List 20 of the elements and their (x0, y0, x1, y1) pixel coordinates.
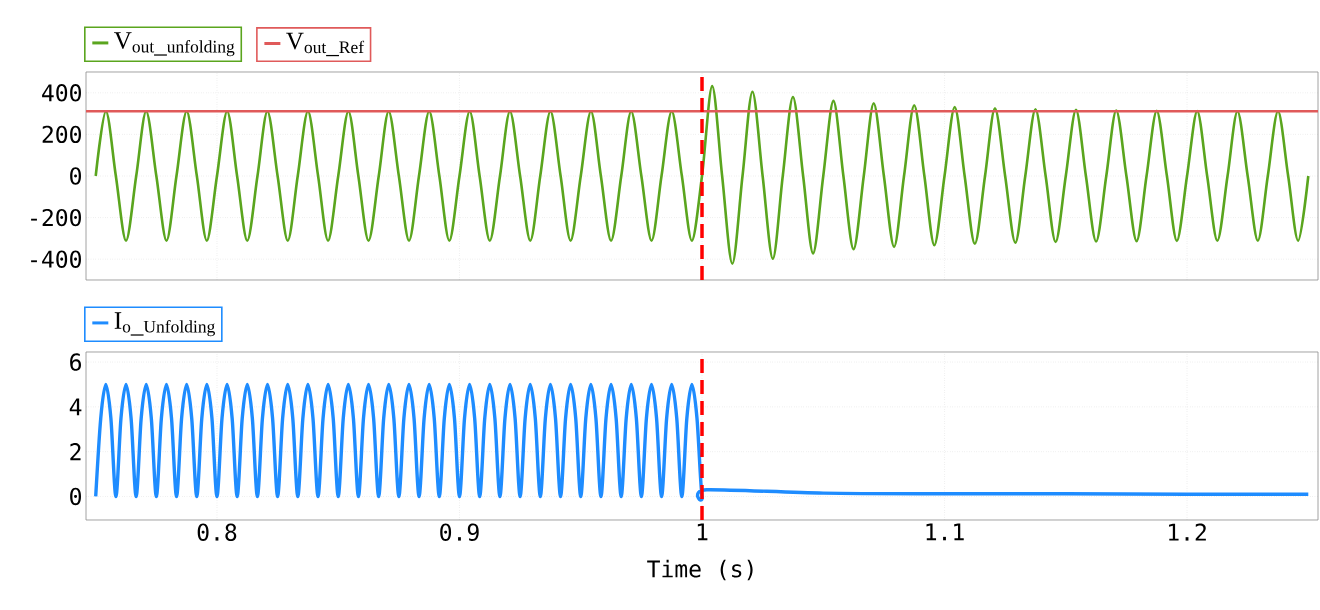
legend-label: $\mathrm{V}_{\mathrm{out\_Ref}}$ (286, 32, 365, 57)
y-tick-label: 2 (70, 443, 81, 461)
y-tick-label: -400 (31, 250, 81, 268)
x-tick-label: 0.9 (440, 523, 479, 541)
x-tick-label: 1.2 (1169, 523, 1206, 541)
y-tick-label: 200 (42, 125, 81, 144)
x-tick-label: 1.1 (926, 523, 964, 541)
x-axis-title: Time (s) (647, 559, 753, 581)
y-tick-label: 6 (70, 353, 81, 371)
y-tick-label: -200 (31, 208, 81, 227)
line-series (94, 84, 1310, 266)
x-tick-label: 1 (697, 523, 708, 541)
legend-label: $\mathrm{V}_{\mathrm{out\_unfolding}}$ (114, 32, 235, 57)
y-tick-label: 400 (42, 84, 81, 102)
legend-label: $\mathrm{I}_{\mathrm{o\_Unfolding}}$ (114, 312, 215, 337)
y-tick-label: 0 (70, 487, 81, 506)
y-tick-label: 4 (69, 398, 82, 416)
x-tick-label: 0.8 (197, 523, 237, 541)
y-tick-label: 0 (70, 167, 81, 185)
line-series (94, 382, 1310, 500)
